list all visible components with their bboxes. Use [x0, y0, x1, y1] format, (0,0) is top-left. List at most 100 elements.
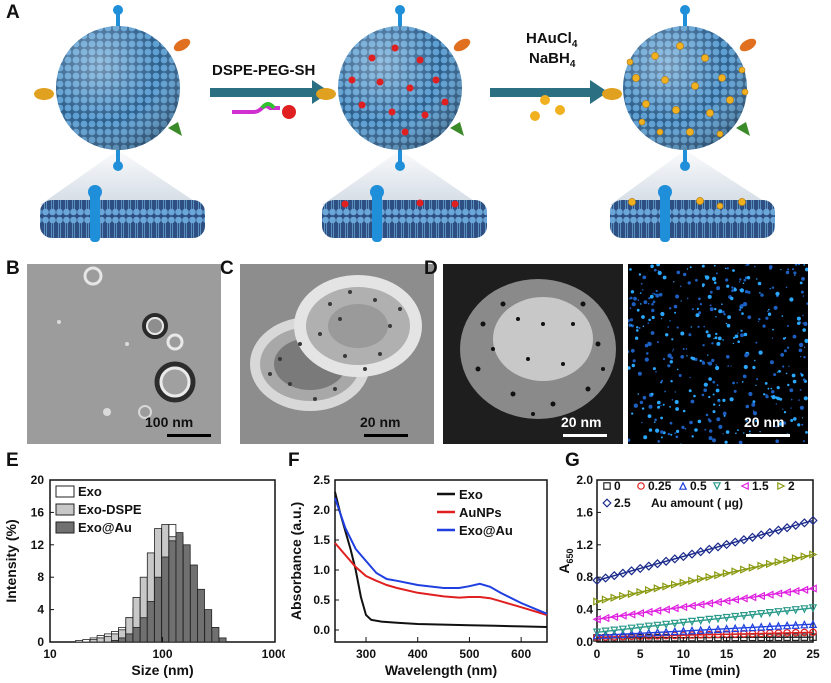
eds-speckle	[708, 361, 713, 366]
eds-speckle	[628, 438, 631, 442]
eds-speckle	[775, 291, 780, 296]
point-series-0_25	[783, 629, 791, 637]
eds-speckle	[671, 350, 674, 352]
eds-speckle	[737, 332, 739, 334]
point-series-0_5	[757, 622, 766, 631]
eds-speckle	[686, 297, 689, 300]
eds-speckle	[644, 343, 649, 348]
eds-speckle	[647, 414, 652, 418]
eds-speckle	[748, 430, 751, 433]
chart-size-distribution: 0 4 8 12 16 20 10 100 1000 Size (nm) Intensity (%)…	[3, 473, 285, 678]
eds-speckle	[714, 336, 718, 340]
eds-speckle	[767, 387, 770, 390]
eds-speckle	[765, 394, 768, 396]
eds-speckle	[657, 270, 662, 276]
y-tick-label: 1.0	[313, 563, 330, 577]
eds-speckle	[770, 395, 772, 398]
eds-speckle	[679, 285, 682, 288]
point-series-0_25	[800, 628, 809, 637]
panel-label-e: E	[6, 450, 19, 471]
eds-speckle	[799, 405, 804, 410]
tem-image-exosomes: 100 nm	[27, 264, 221, 444]
eds-speckle	[738, 308, 742, 312]
eds-speckle	[742, 282, 745, 285]
eds-speckle	[800, 290, 804, 294]
step1-reagent-label: DSPE-PEG-SH	[212, 62, 316, 79]
point-series-0_25	[714, 630, 722, 639]
eds-speckle	[628, 319, 630, 323]
eds-speckle	[745, 264, 747, 266]
eds-speckle	[797, 264, 801, 266]
x-axis-label: Wavelength (nm)	[385, 662, 497, 678]
eds-speckle	[695, 278, 698, 282]
eds-speckle	[684, 427, 687, 430]
point-series-2	[791, 554, 801, 563]
eds-speckle	[781, 315, 784, 317]
point-series-2	[731, 567, 740, 576]
bar-exoau	[197, 588, 205, 643]
eds-speckle	[640, 303, 642, 305]
eds-speckle	[732, 342, 735, 345]
eds-speckle	[649, 294, 654, 299]
eds-speckle	[638, 273, 642, 276]
point-series-1_5	[704, 599, 714, 608]
point-series-1_5	[791, 586, 800, 596]
y-tick-label: 0.4	[576, 603, 593, 617]
arrow-step1	[210, 80, 330, 119]
eds-speckle	[756, 278, 758, 280]
point-series-2_5	[626, 566, 637, 576]
point-series-2	[653, 584, 663, 593]
eds-speckle	[680, 355, 684, 359]
legend-marker	[602, 498, 612, 508]
legend-marker	[740, 481, 749, 491]
step2-reagent-line2-text: NaBH	[529, 50, 570, 67]
eds-speckle	[664, 390, 666, 393]
y-tick-label: 1.5	[313, 533, 330, 547]
point-series-2_5	[808, 515, 818, 526]
step2-reagent-line1: HAuCl4	[526, 30, 577, 50]
point-series-0_5	[636, 628, 645, 638]
eds-speckle	[726, 267, 729, 270]
eds-speckle	[707, 294, 712, 299]
eds-speckle	[652, 367, 656, 371]
eds-speckle	[780, 353, 785, 357]
eds-speckle	[738, 440, 743, 444]
plot-frame	[334, 479, 548, 643]
point-series-0	[662, 633, 670, 642]
point-series-1_5	[765, 590, 774, 599]
point-series-2	[679, 578, 688, 587]
eds-speckle	[715, 272, 718, 275]
point-series-1_5	[678, 602, 688, 612]
bar-exoau	[182, 544, 191, 643]
point-series-1	[696, 616, 705, 626]
eds-speckle	[747, 315, 752, 320]
point-series-1	[670, 619, 679, 629]
point-series-1	[705, 615, 714, 625]
eds-speckle	[768, 308, 770, 311]
eds-speckle	[765, 316, 769, 320]
eds-speckle	[643, 435, 648, 440]
point-series-2_5	[696, 547, 706, 557]
eds-speckle	[744, 290, 749, 294]
eds-speckle	[758, 350, 763, 355]
point-series-2	[748, 563, 758, 572]
eds-speckle	[789, 297, 794, 302]
point-series-0_5	[661, 627, 671, 636]
eds-speckle	[776, 386, 780, 390]
point-series-2	[783, 556, 792, 565]
legend-label: 0.25	[648, 479, 672, 493]
exosome-dspe	[316, 5, 487, 242]
point-series-0_25	[688, 631, 696, 639]
eds-speckle	[782, 421, 787, 425]
bar-exoau	[168, 540, 177, 643]
bar-exodspe	[89, 639, 98, 643]
point-series-1	[791, 606, 800, 615]
point-series-1	[679, 618, 688, 628]
eds-speckle	[740, 329, 743, 332]
eds-speckle	[739, 288, 744, 293]
eds-speckle	[633, 296, 637, 301]
eds-speckle	[638, 327, 641, 329]
eds-speckle	[788, 365, 790, 367]
eds-speckle	[714, 307, 717, 311]
eds-speckle	[681, 425, 685, 429]
